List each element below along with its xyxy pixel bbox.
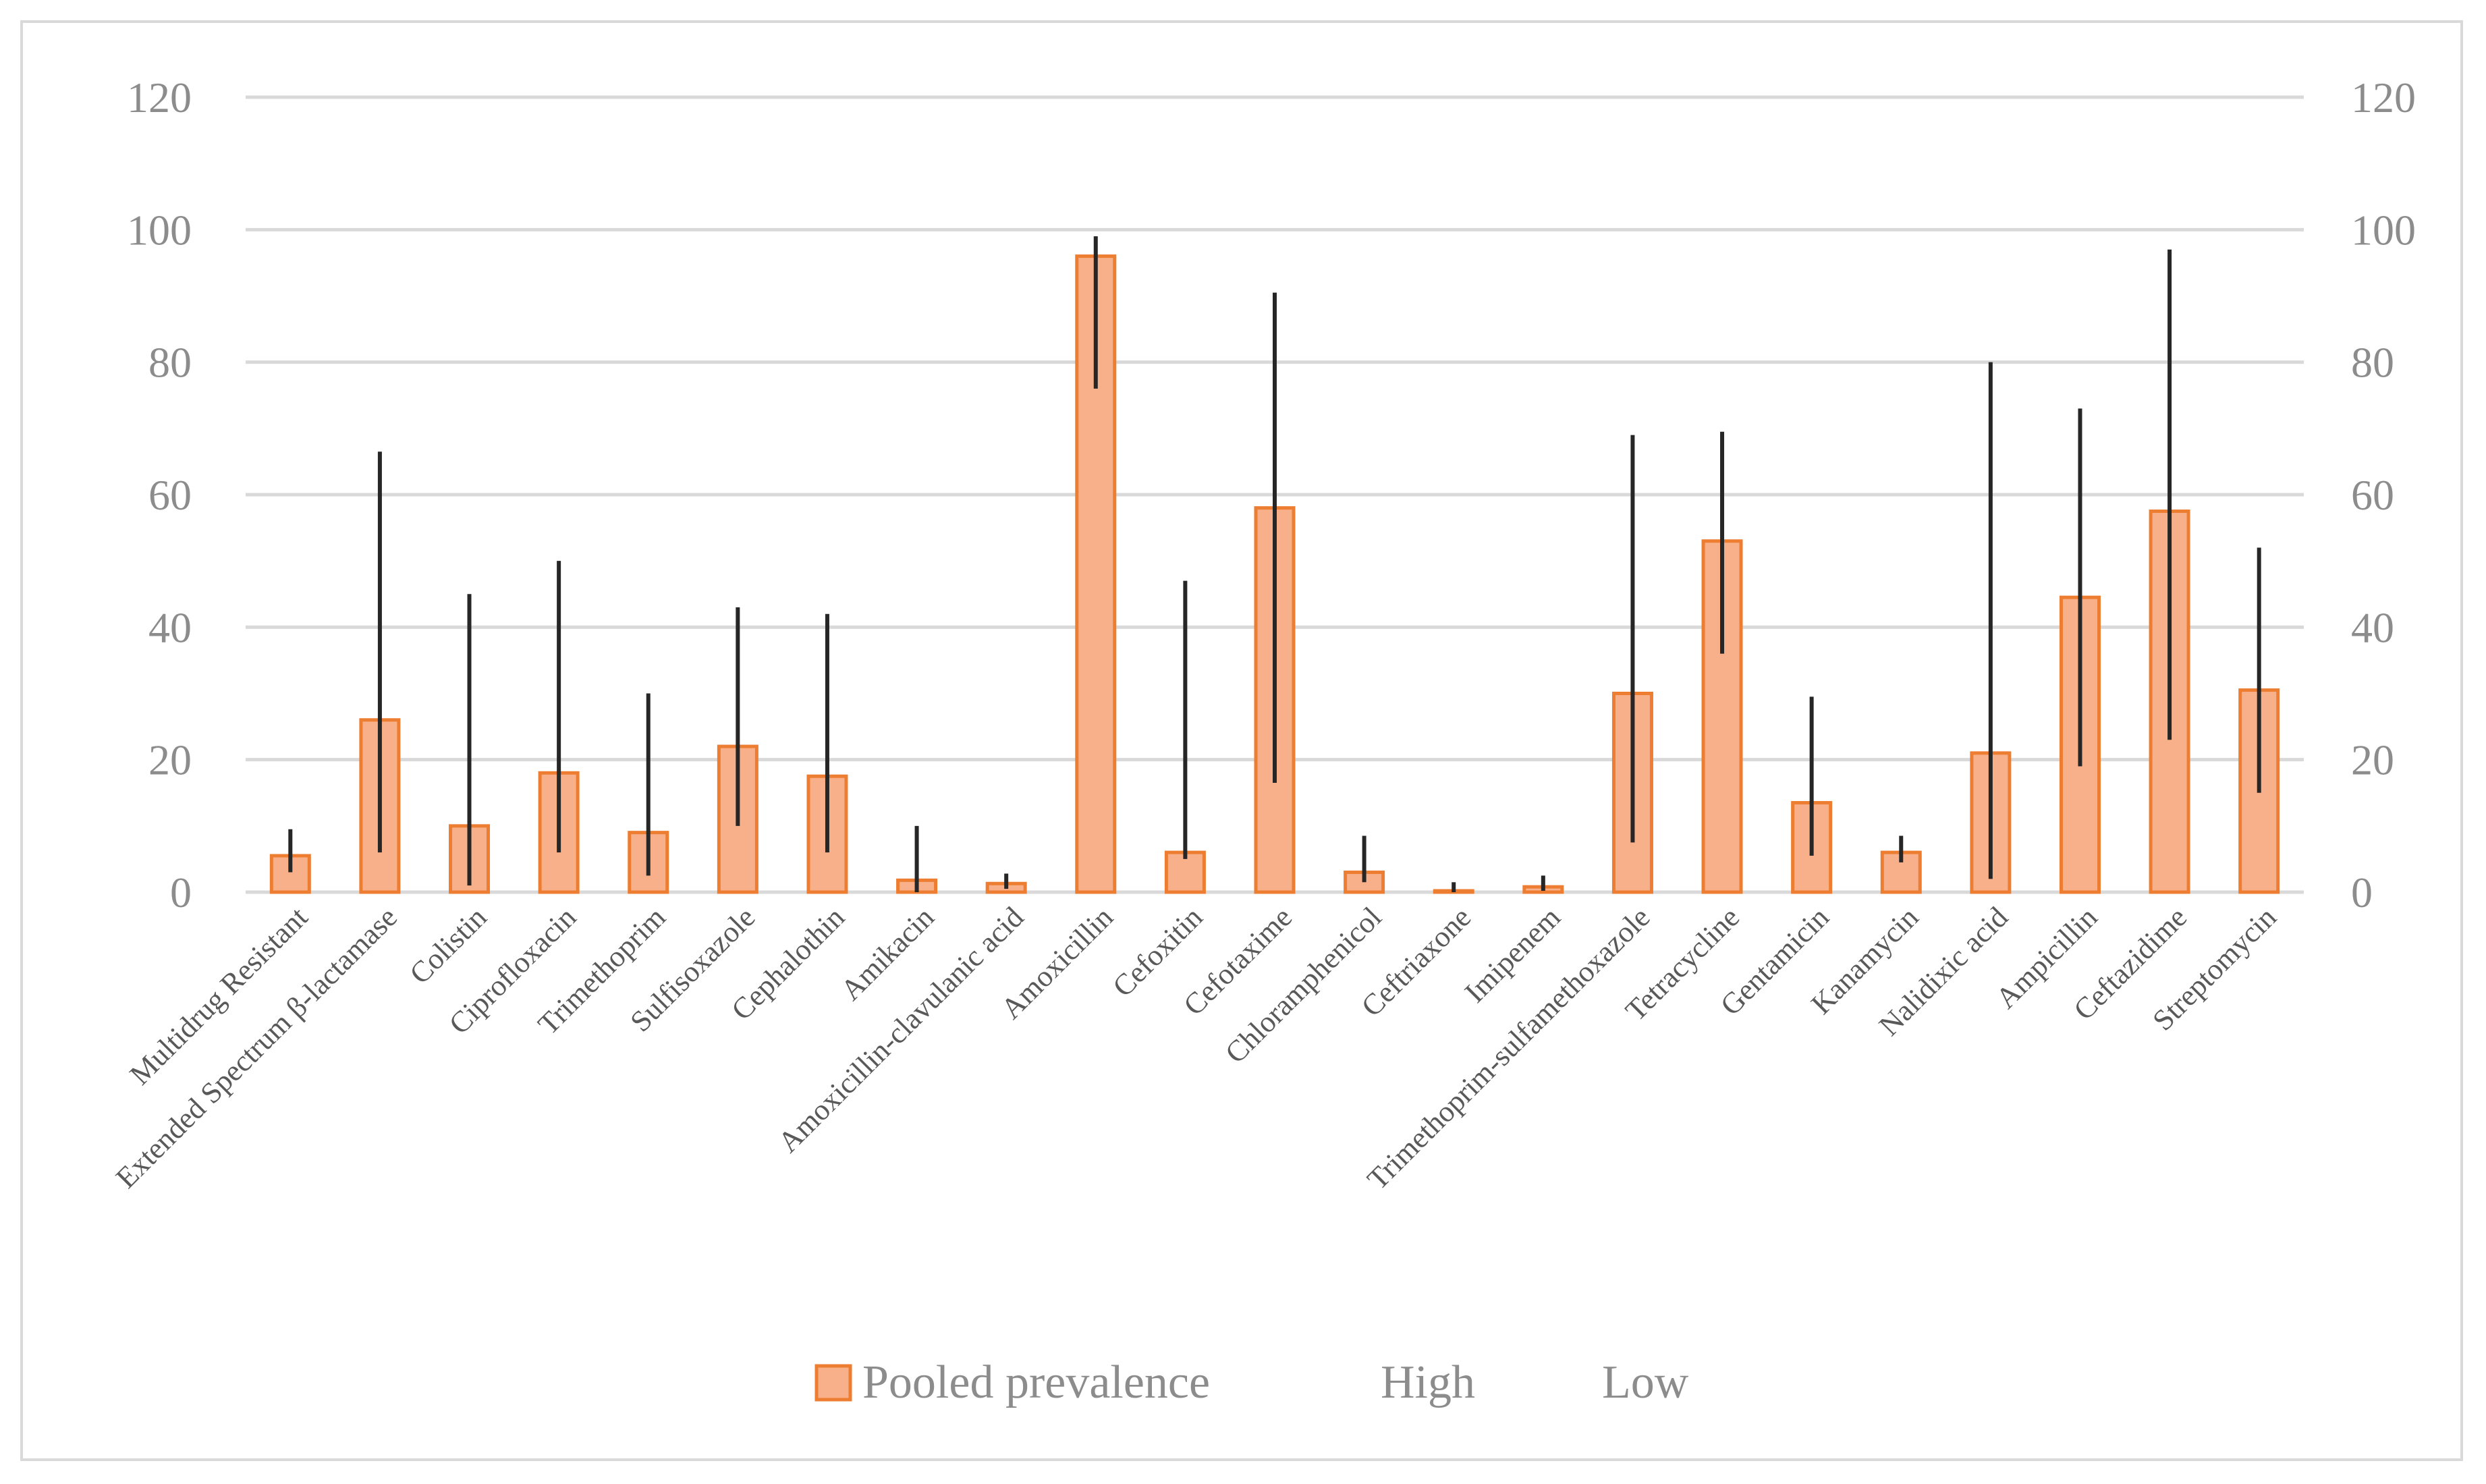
bar-cefoxitin — [1164, 850, 1206, 894]
y-tick-left-60: 60 — [148, 471, 192, 519]
x-label-colistin: Colistin — [403, 900, 493, 990]
y-tick-right-20: 20 — [2351, 736, 2394, 784]
legend-label-pooled-prevalence: Pooled prevalence — [862, 1356, 1210, 1408]
y-axis-left: 0 20 40 60 80 100 120 — [127, 74, 192, 916]
y-tick-left-40: 40 — [148, 603, 192, 651]
legend-label-low: Low — [1602, 1356, 1689, 1408]
y-tick-left-100: 100 — [127, 206, 192, 254]
legend-swatch-pooled-prevalence — [814, 1364, 852, 1402]
y-tick-left-20: 20 — [148, 736, 192, 784]
x-label-chloramphenicol: Chloramphenicol — [1219, 900, 1388, 1070]
y-tick-left-80: 80 — [148, 339, 192, 387]
y-tick-right-40: 40 — [2351, 603, 2394, 651]
legend-label-high: High — [1381, 1356, 1475, 1408]
y-tick-left-0: 0 — [170, 869, 192, 916]
error-bars — [288, 236, 2261, 892]
bar-chart: 0 20 40 60 80 100 120 0 20 40 60 80 100 120 Multidru… — [109, 74, 2416, 1408]
y-tick-right-60: 60 — [2351, 471, 2394, 519]
legend: Pooled prevalence High Low — [814, 1356, 1689, 1408]
y-tick-right-0: 0 — [2351, 869, 2373, 916]
y-tick-left-120: 120 — [127, 74, 192, 121]
y-axis-right: 0 20 40 60 80 100 120 — [2351, 74, 2416, 916]
y-tick-right-120: 120 — [2351, 74, 2416, 121]
chart-frame: 0 20 40 60 80 100 120 0 20 40 60 80 100 120 Multidru… — [20, 20, 2463, 1461]
y-tick-right-100: 100 — [2351, 206, 2416, 254]
y-tick-right-80: 80 — [2351, 339, 2394, 387]
